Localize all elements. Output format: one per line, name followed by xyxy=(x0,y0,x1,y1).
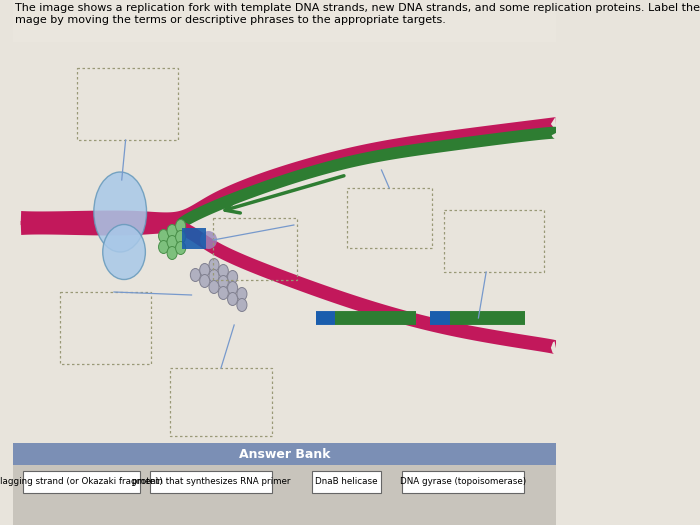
Polygon shape xyxy=(21,117,562,226)
FancyBboxPatch shape xyxy=(13,0,556,42)
FancyBboxPatch shape xyxy=(182,227,206,248)
Ellipse shape xyxy=(94,172,146,252)
Circle shape xyxy=(218,276,228,289)
Circle shape xyxy=(218,287,228,299)
Text: DnaB helicase: DnaB helicase xyxy=(315,478,378,487)
Circle shape xyxy=(199,275,210,288)
Text: protein that synthesizes RNA primer: protein that synthesizes RNA primer xyxy=(132,478,290,487)
Circle shape xyxy=(237,299,247,311)
Text: mage by moving the terms or descriptive phrases to the appropriate targets.: mage by moving the terms or descriptive … xyxy=(15,15,446,25)
Circle shape xyxy=(159,229,169,243)
Polygon shape xyxy=(176,127,560,229)
Circle shape xyxy=(237,288,247,300)
Circle shape xyxy=(199,264,210,277)
Text: lagging strand (or Okazaki fragment): lagging strand (or Okazaki fragment) xyxy=(0,478,163,487)
Circle shape xyxy=(209,269,219,282)
FancyBboxPatch shape xyxy=(13,443,556,465)
Circle shape xyxy=(228,270,238,284)
Circle shape xyxy=(159,240,169,254)
Text: Answer Bank: Answer Bank xyxy=(239,447,330,460)
Circle shape xyxy=(176,242,186,255)
FancyBboxPatch shape xyxy=(402,471,524,493)
Circle shape xyxy=(190,268,200,281)
Circle shape xyxy=(218,265,228,278)
Circle shape xyxy=(209,280,219,293)
Ellipse shape xyxy=(200,231,217,249)
Circle shape xyxy=(176,230,186,244)
Circle shape xyxy=(209,258,219,271)
Circle shape xyxy=(167,247,177,259)
Circle shape xyxy=(228,281,238,295)
Text: The image shows a replication fork with template DNA strands, new DNA strands, a: The image shows a replication fork with … xyxy=(15,3,700,13)
Polygon shape xyxy=(21,219,562,355)
FancyBboxPatch shape xyxy=(150,471,272,493)
FancyBboxPatch shape xyxy=(13,465,556,525)
Circle shape xyxy=(167,225,177,237)
Circle shape xyxy=(228,292,238,306)
Circle shape xyxy=(167,236,177,248)
Ellipse shape xyxy=(103,225,146,279)
Text: DNA gyrase (topoisomerase): DNA gyrase (topoisomerase) xyxy=(400,478,526,487)
FancyBboxPatch shape xyxy=(23,471,139,493)
Circle shape xyxy=(176,219,186,233)
FancyBboxPatch shape xyxy=(312,471,381,493)
